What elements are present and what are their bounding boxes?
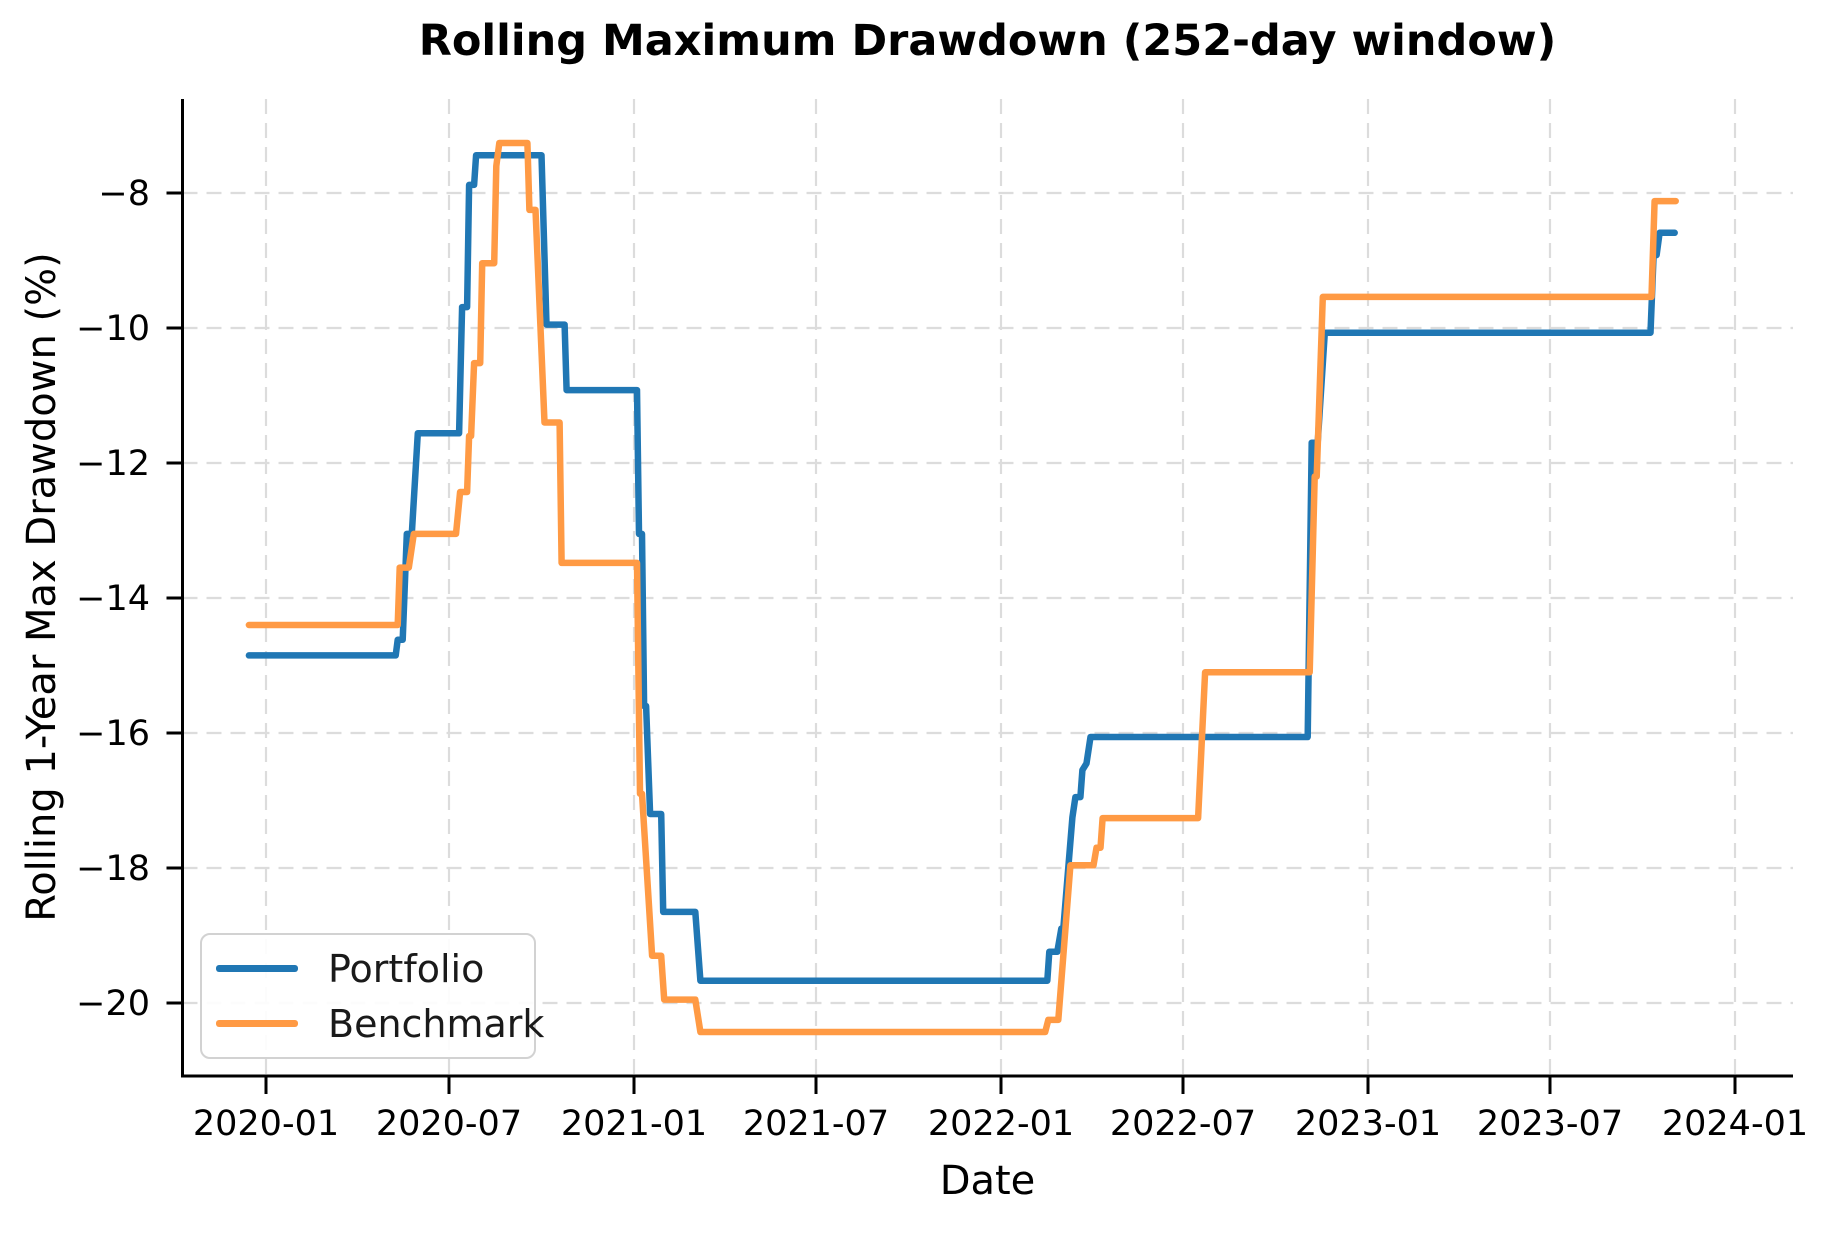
legend-item-benchmark: Benchmark xyxy=(216,1002,544,1046)
y-tick-label: −12 xyxy=(76,444,150,484)
legend-label-benchmark: Benchmark xyxy=(328,1001,545,1046)
y-tick-label: −18 xyxy=(76,849,150,889)
legend-item-portfolio: Portfolio xyxy=(216,947,524,991)
x-tick-label: 2020-01 xyxy=(193,1104,339,1144)
y-tick-label: −16 xyxy=(76,714,150,754)
legend: Portfolio Benchmark xyxy=(200,933,544,1059)
y-tick-label: −10 xyxy=(76,309,150,349)
y-tick-label: −14 xyxy=(76,579,150,619)
benchmark-line-swatch xyxy=(216,1020,298,1027)
y-tick-label: −20 xyxy=(76,984,150,1024)
x-tick-label: 2021-07 xyxy=(743,1104,889,1144)
portfolio-line xyxy=(245,151,1678,984)
y-tick-label: −8 xyxy=(98,174,150,214)
chart-title: Rolling Maximum Drawdown (252-day window… xyxy=(418,16,1557,66)
x-tick-label: 2022-07 xyxy=(1110,1104,1256,1144)
x-axis-label: Date xyxy=(939,1158,1036,1204)
legend-label-portfolio: Portfolio xyxy=(328,946,485,991)
x-tick-label: 2023-01 xyxy=(1295,1104,1441,1144)
x-tick-label: 2020-07 xyxy=(376,1104,522,1144)
x-tick-label: 2023-07 xyxy=(1477,1104,1623,1144)
portfolio-line-swatch xyxy=(216,965,298,972)
x-tick-label: 2022-01 xyxy=(928,1104,1074,1144)
x-tick-label: 2024-01 xyxy=(1662,1104,1808,1144)
benchmark-line xyxy=(245,139,1679,1036)
x-tick-label: 2021-01 xyxy=(561,1104,707,1144)
